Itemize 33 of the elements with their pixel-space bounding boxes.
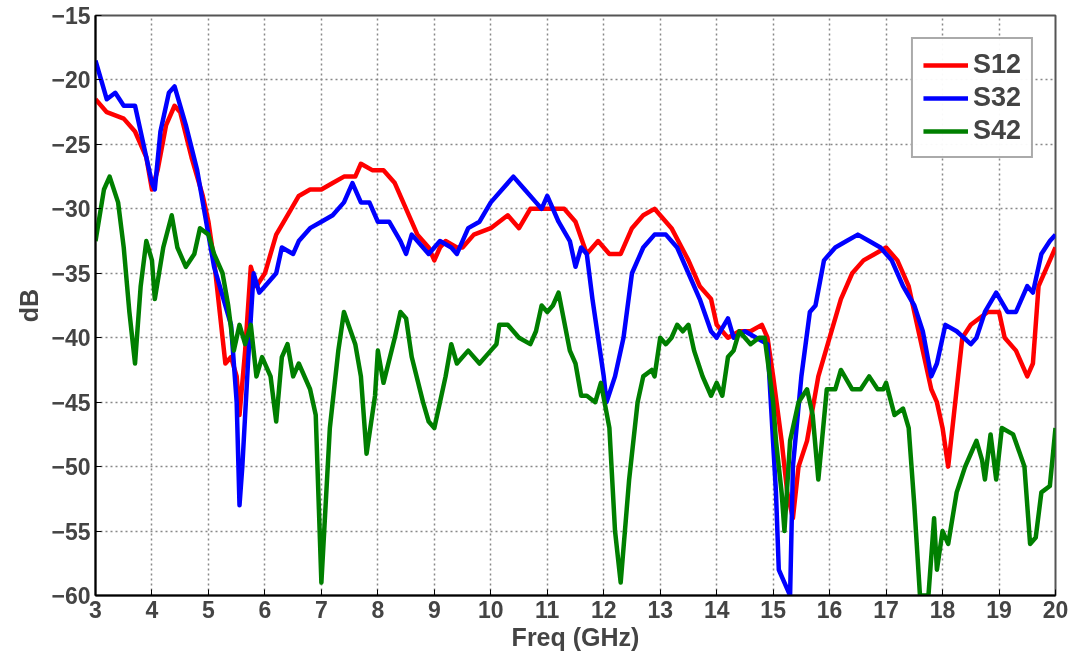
x-tick-label: 9 <box>427 596 441 623</box>
x-tick-label: 5 <box>202 596 216 623</box>
legend-label: S32 <box>972 82 1021 113</box>
y-tick-label: −20 <box>51 67 91 94</box>
y-tick-label: −25 <box>51 131 91 158</box>
x-axis-title: Freq (GHz) <box>511 622 640 651</box>
y-tick-label: −60 <box>51 583 91 609</box>
x-tick-label: 4 <box>145 596 159 623</box>
x-tick-label: 6 <box>258 596 272 623</box>
x-tick-label: 10 <box>478 596 504 623</box>
y-tick-label: −15 <box>51 3 91 29</box>
x-tick-label: 20 <box>1042 596 1069 623</box>
y-tick-label: −55 <box>51 518 91 545</box>
x-tick-label: 16 <box>816 596 843 623</box>
y-tick-label: −45 <box>51 389 91 416</box>
x-tick-label: 11 <box>535 596 560 623</box>
x-tick-label: 17 <box>873 596 899 623</box>
x-tick-label: 3 <box>89 596 102 623</box>
x-tick-label: 7 <box>314 596 328 623</box>
y-axis-title: dB <box>15 288 44 323</box>
y-tick-label: −40 <box>51 325 91 352</box>
x-tick-label: 14 <box>703 596 730 623</box>
x-tick-label: 12 <box>590 596 617 623</box>
y-tick-label: −50 <box>51 454 91 481</box>
x-tick-label: 13 <box>647 596 674 623</box>
x-tick-label: 15 <box>760 596 787 623</box>
x-tick-label: 8 <box>371 596 385 623</box>
x-tick-label: 19 <box>986 596 1012 623</box>
y-tick-label: −30 <box>51 196 91 223</box>
y-tick-label: −35 <box>51 260 91 287</box>
legend-label: S42 <box>972 115 1021 146</box>
legend-label: S12 <box>972 49 1021 80</box>
x-tick-label: 18 <box>929 596 956 623</box>
